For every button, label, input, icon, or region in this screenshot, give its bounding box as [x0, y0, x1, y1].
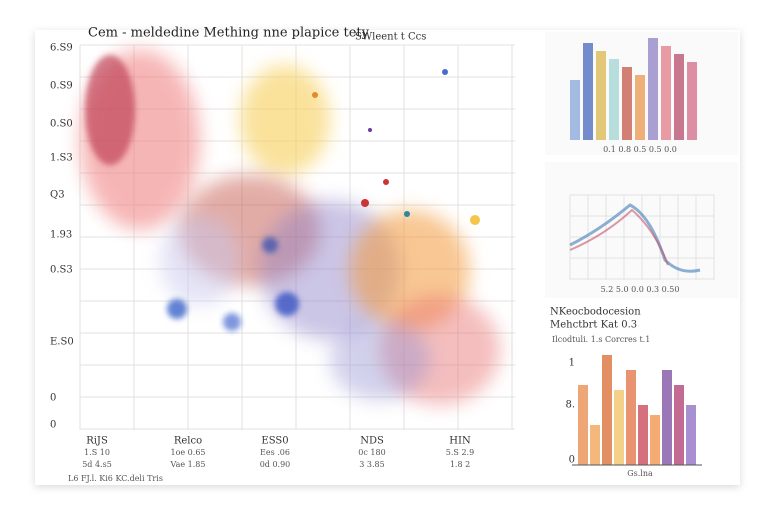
y-label: 0.S0: [50, 119, 73, 130]
x-label: Relco: [174, 436, 202, 447]
bar: [622, 67, 632, 140]
panel-note: Ilcodtuli. 1.s Corcres t.1: [552, 335, 650, 344]
x-label: 0d 0.90: [260, 460, 291, 469]
x-label: 1.8 2: [450, 460, 470, 469]
bar: [687, 62, 697, 140]
y-label: 6.S9: [50, 43, 73, 54]
y-label: 0.S3: [50, 265, 73, 276]
caption: 5.2 5.0 0.0 0.3 0.50: [601, 285, 680, 294]
x-label: 3 3.85: [359, 460, 384, 469]
x-label: Gs.lna: [627, 469, 653, 478]
y-label: 0: [50, 420, 56, 431]
x-label: Vae 1.85: [170, 460, 206, 469]
bar: [609, 59, 619, 140]
y-label: 0: [50, 393, 56, 404]
y-label: Q3: [50, 190, 65, 201]
side-panel-bottom: [572, 355, 702, 466]
x-label: ESS0: [261, 436, 288, 447]
footer: L6 FJ.l. Ki6 KC.deli Tris: [68, 474, 163, 483]
title: Cem - meldedine Mething nne plapice tety: [88, 26, 370, 41]
bar: [648, 38, 658, 140]
y-label: 8.: [565, 400, 575, 411]
subtitle: SWleent t Ccs: [355, 32, 426, 43]
bar: [583, 43, 593, 140]
x-label: 0c 180: [358, 448, 385, 457]
side-panel-top: [545, 32, 738, 155]
y-label: 0.S9: [50, 81, 73, 92]
bar: [596, 51, 606, 140]
bar: [674, 54, 684, 140]
x-label: NDS: [360, 436, 384, 447]
x-label: Ees .06: [260, 448, 290, 457]
bar: [590, 425, 600, 465]
x-label: 1.S 10: [84, 448, 110, 457]
bar: [662, 370, 672, 465]
x-label: HIN: [449, 436, 471, 447]
x-label: 1oe 0.65: [171, 448, 206, 457]
x-label: 5d 4.s5: [82, 460, 112, 469]
caption: 0.1 0.8 0.5 0.5 0.0: [603, 145, 677, 154]
x-label: RiJS: [86, 436, 108, 447]
bar: [570, 80, 580, 140]
bar: [674, 385, 684, 465]
bar: [638, 405, 648, 465]
side-panel-middle: [545, 162, 738, 298]
bar: [650, 415, 660, 465]
bar: [661, 46, 671, 140]
bar: [626, 370, 636, 465]
panel-subtitle: Mehctbrt Kat 0.3: [550, 320, 637, 331]
x-label: 5.S 2.9: [446, 448, 474, 457]
y-label: 1.93: [50, 230, 72, 241]
bar: [578, 385, 588, 465]
watercolor: [80, 50, 500, 405]
bar: [614, 390, 624, 465]
y-label: 1.S3: [50, 153, 73, 164]
y-label: 1: [569, 358, 575, 369]
bar: [635, 75, 645, 140]
bar: [686, 405, 696, 465]
y-label: E.S0: [50, 337, 74, 348]
bar: [602, 355, 612, 465]
panel-title: NKeocbodocesion: [550, 307, 641, 318]
y-label: 0: [569, 455, 575, 466]
